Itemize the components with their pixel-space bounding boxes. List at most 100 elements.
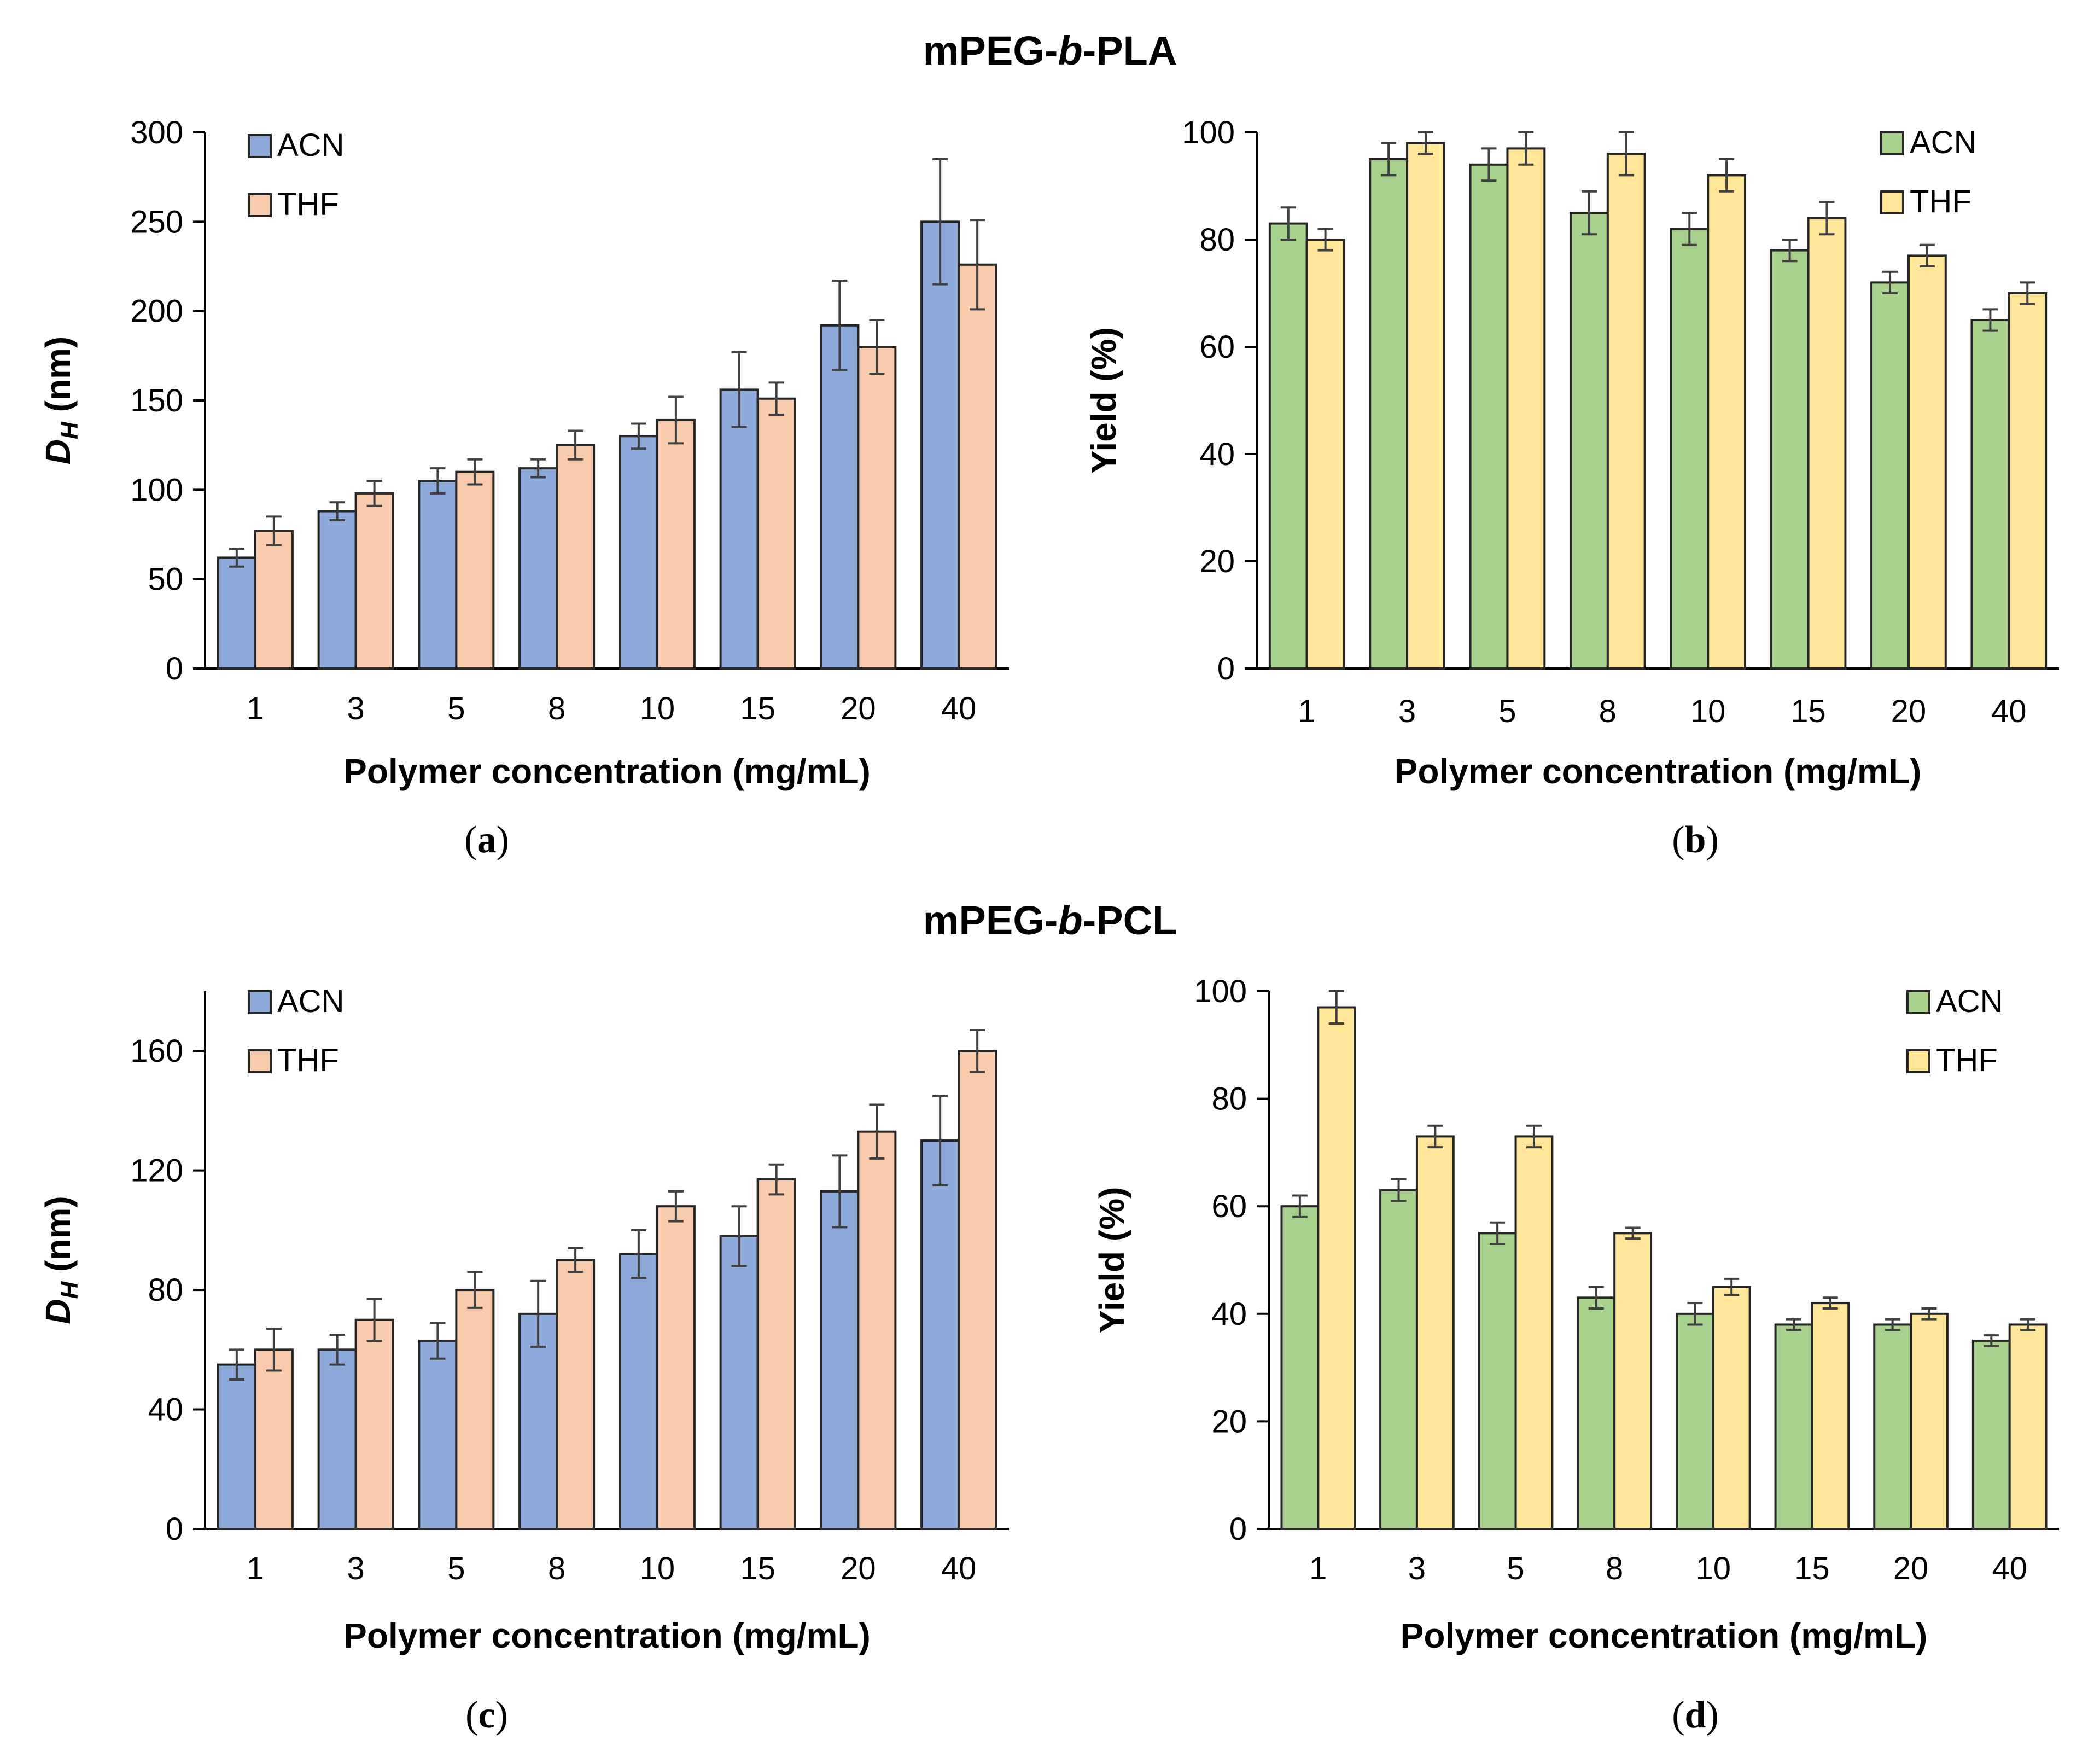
- y-label-unit: (nm): [38, 1196, 78, 1281]
- bar-thf: [1907, 254, 1947, 670]
- panel-label-a: (a): [464, 819, 509, 861]
- bar-thf: [254, 530, 294, 670]
- chart-a: 0 50 100 150 200 250 300 1 3 5 8 10 15 20 40 Polymer co…: [38, 115, 1009, 791]
- bar-acn: [518, 467, 558, 670]
- y-tick-label: 40: [1199, 437, 1235, 472]
- bar-acn: [1870, 281, 1910, 670]
- bar-acn: [317, 1348, 357, 1530]
- x-tick-label: 20: [841, 691, 876, 726]
- bar-thf: [756, 1178, 796, 1531]
- legend-label-thf: THF: [1910, 184, 1971, 219]
- x-tick-label: 20: [1893, 1551, 1929, 1586]
- y-tick-label: 60: [1199, 329, 1235, 365]
- bar-thf: [958, 1050, 998, 1530]
- bar-thf: [455, 1289, 495, 1530]
- y-tick-label: 100: [1182, 115, 1235, 150]
- y-tick-label: 20: [1199, 544, 1235, 579]
- bar-thf: [1406, 142, 1445, 670]
- legend-label-thf: THF: [277, 1043, 339, 1078]
- y-label-symbol: D: [38, 439, 78, 464]
- panel-label-d: (d): [1672, 1694, 1719, 1736]
- x-axis-label: Polymer concentration (mg/mL): [343, 752, 871, 791]
- y-tick-label: 100: [130, 472, 183, 508]
- y-label-subscript: H: [56, 421, 83, 439]
- bar-acn: [217, 556, 256, 670]
- y-tick-label: 80: [1211, 1081, 1247, 1117]
- bar-acn: [1268, 222, 1308, 670]
- bar-acn: [1379, 1189, 1418, 1530]
- legend-swatch-thf: [248, 193, 272, 217]
- x-tick-label: 8: [548, 1551, 565, 1586]
- bar-thf: [2008, 1323, 2048, 1530]
- bar-thf: [958, 263, 998, 670]
- bar-thf: [254, 1348, 294, 1530]
- chart-c: 0 40 80 120 160 1 3 5 8 10 15 20 40 Polymer concentra…: [38, 984, 1009, 1655]
- x-tick-label: 40: [941, 691, 977, 726]
- bar-acn: [1970, 319, 2010, 670]
- panel-label-c: (c): [465, 1694, 508, 1736]
- y-tick-label: 200: [130, 294, 183, 329]
- bar-thf: [857, 346, 897, 670]
- bar-thf: [1506, 147, 1546, 670]
- bar-thf: [1305, 239, 1345, 670]
- bar-acn: [1577, 1296, 1616, 1531]
- y-tick-label: 0: [166, 1511, 183, 1547]
- y-tick-label: 160: [130, 1033, 183, 1069]
- legend-swatch-acn: [1880, 131, 1904, 155]
- bar-acn: [217, 1363, 256, 1531]
- bar-thf: [1910, 1312, 1949, 1531]
- y-tick-label: 0: [1217, 651, 1235, 687]
- bar-thf: [656, 418, 696, 670]
- y-tick-label: 120: [130, 1153, 183, 1189]
- x-tick-label: 3: [1408, 1551, 1426, 1586]
- x-tick-label: 20: [1891, 694, 1927, 729]
- bar-acn: [1478, 1232, 1517, 1531]
- bar-acn: [1280, 1205, 1320, 1530]
- x-tick-label: 1: [1309, 1551, 1327, 1586]
- legend-swatch-acn: [1906, 990, 1930, 1014]
- y-tick-label: 40: [1211, 1296, 1247, 1332]
- x-tick-label: 5: [447, 1551, 465, 1586]
- x-tick-label: 8: [548, 691, 565, 726]
- y-tick-label: 100: [1194, 974, 1247, 1009]
- y-axis-label: Yield (%): [1084, 327, 1123, 474]
- section-title-pla: mPEG-b-PLA: [923, 28, 1177, 73]
- bar-acn: [619, 1253, 658, 1531]
- legend-label-thf: THF: [1936, 1043, 1998, 1078]
- y-tick-label: 250: [130, 204, 183, 240]
- bar-thf: [1613, 1232, 1653, 1531]
- y-axis-label: DH (nm): [38, 336, 83, 464]
- x-tick-label: 10: [1696, 1551, 1731, 1586]
- legend-label-acn: ACN: [277, 127, 344, 163]
- y-tick-label: 0: [1229, 1511, 1247, 1547]
- x-tick-label: 40: [941, 1551, 977, 1586]
- y-tick-label: 20: [1211, 1404, 1247, 1439]
- y-axis-label: Yield (%): [1092, 1187, 1131, 1334]
- bar-thf: [857, 1130, 897, 1530]
- bar-thf: [455, 470, 495, 670]
- legend-label-acn: ACN: [277, 984, 344, 1019]
- x-tick-label: 15: [1794, 1551, 1830, 1586]
- legend-swatch-thf: [1880, 190, 1904, 214]
- y-label-unit: (nm): [38, 336, 78, 422]
- x-axis-label: Polymer concentration (mg/mL): [1401, 1616, 1928, 1655]
- bar-acn: [418, 1339, 458, 1530]
- bar-acn: [920, 1139, 960, 1531]
- bar-acn: [1670, 228, 1710, 670]
- bar-thf: [2008, 292, 2048, 670]
- bar-thf: [1415, 1135, 1455, 1530]
- y-tick-label: 0: [166, 651, 183, 687]
- y-tick-label: 80: [1199, 222, 1235, 258]
- chart-b: 0 20 40 60 80 100 1 3 5 8 10 15 20 40 Polymer concentr…: [1084, 115, 2059, 791]
- y-tick-label: 50: [148, 562, 183, 597]
- bar-acn: [820, 1190, 860, 1531]
- bar-thf: [354, 1318, 394, 1530]
- legend-label-acn: ACN: [1936, 984, 2003, 1019]
- bar-acn: [1675, 1312, 1714, 1531]
- x-tick-label: 3: [347, 1551, 364, 1586]
- bar-acn: [1774, 1323, 1813, 1530]
- x-tick-label: 1: [247, 1551, 264, 1586]
- bar-thf: [354, 492, 394, 670]
- x-tick-label: 10: [640, 691, 675, 726]
